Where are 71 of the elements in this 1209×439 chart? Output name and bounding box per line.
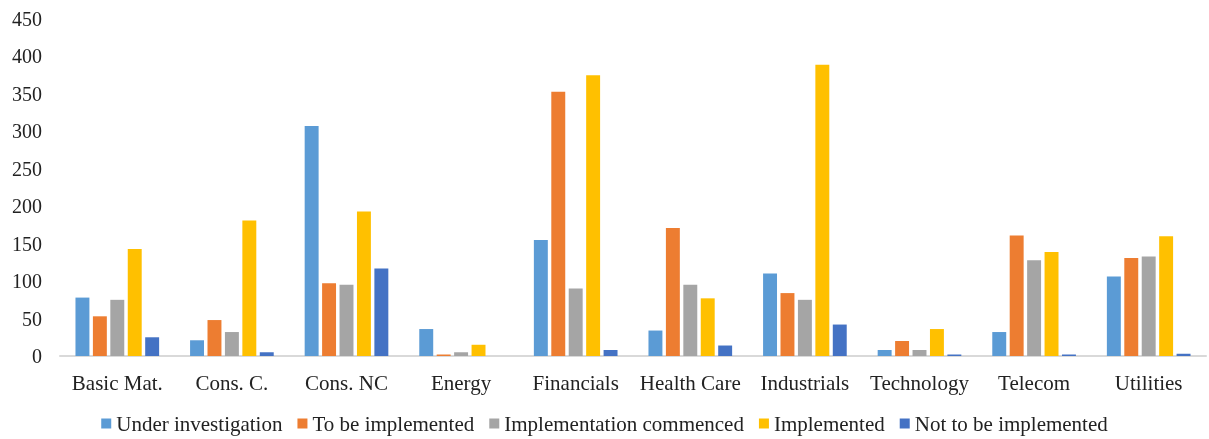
bar [586,75,601,356]
bar [242,220,257,356]
bar [763,273,778,356]
bar [568,288,583,356]
bar [471,344,486,356]
bar [304,126,319,356]
legend-label: Implementation commenced [504,411,745,436]
y-tick-label: 400 [12,45,42,68]
legend-label: Not to be implemented [914,411,1109,436]
bar [356,211,371,356]
bar [110,299,125,356]
bar [683,284,698,356]
bar [912,350,927,356]
bar [454,352,469,356]
x-tick-label: Cons. C. [195,370,269,395]
legend-label: Under investigation [116,411,283,436]
bar [419,329,434,356]
y-tick-label: 300 [12,120,42,143]
bar [224,332,239,356]
bar [700,298,715,356]
bar [815,64,830,356]
bar [648,330,663,356]
x-tick-label: Telecom [998,370,1071,395]
y-tick-label: 100 [12,270,42,293]
bar [127,248,142,356]
y-tick-label: 350 [12,82,42,105]
bar [895,341,910,356]
y-tick-label: 250 [12,157,42,180]
bar [207,320,222,356]
x-tick-label: Basic Mat. [71,370,163,395]
x-tick-label: Financials [532,370,619,395]
x-tick-label: Energy [430,370,492,395]
bar [603,350,618,356]
bar [1176,353,1191,356]
x-tick-label: Utilities [1114,370,1183,395]
bar [929,329,944,356]
bar [780,293,795,356]
bar [832,324,847,356]
x-tick-label: Health Care [639,370,741,395]
bar [1141,256,1156,356]
bar [533,239,548,356]
y-tick-label: 450 [12,8,42,30]
bar [992,332,1007,356]
bar [797,299,812,356]
bar [1106,276,1121,356]
bar [339,284,354,356]
y-tick-label: 150 [12,232,42,255]
bar [1009,235,1024,356]
bar [190,340,205,356]
bar [665,227,680,356]
bar [718,345,733,356]
bar [374,268,389,356]
legend-label: To be implemented [312,411,475,436]
bar [322,283,337,356]
bar [1044,251,1059,356]
y-tick-label: 0 [32,345,42,367]
bar [75,297,90,356]
bar [551,91,566,356]
bar [1124,257,1139,356]
x-tick-label: Technology [870,370,970,395]
bar [92,316,107,356]
x-tick-label: Cons. NC [305,370,388,395]
bar [145,337,160,356]
bar [259,352,274,356]
y-tick-label: 200 [12,195,42,218]
y-tick-label: 50 [22,307,42,330]
x-tick-label: Industrials [760,370,850,395]
bar [877,350,892,356]
bar [1159,236,1174,356]
bar [1027,260,1042,356]
legend-label: Implemented [773,411,886,436]
